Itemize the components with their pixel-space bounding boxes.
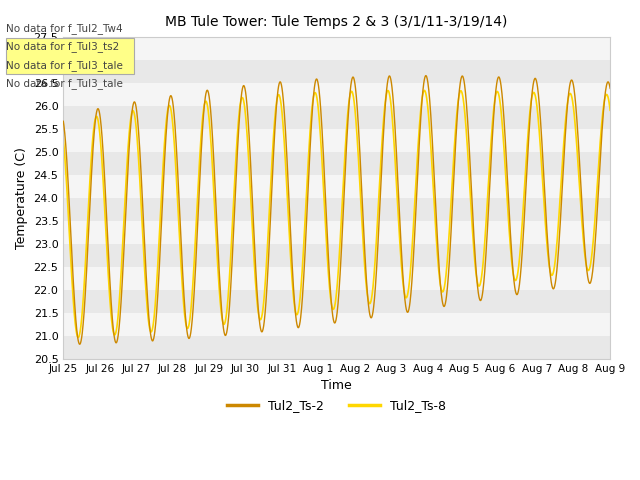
Bar — [63, 198, 610, 221]
Text: No data for f_Tul3_Tw4: No data for f_Tul3_Tw4 — [6, 41, 123, 52]
Text: No data for f_Tul3_ts2: No data for f_Tul3_ts2 — [6, 41, 120, 52]
Text: No data for f_Tul3_tale: No data for f_Tul3_tale — [6, 78, 124, 89]
Bar — [63, 313, 610, 336]
X-axis label: Time: Time — [321, 379, 352, 392]
Bar — [63, 267, 610, 290]
Bar — [63, 175, 610, 198]
Bar — [63, 37, 610, 60]
Title: MB Tule Tower: Tule Temps 2 & 3 (3/1/11-3/19/14): MB Tule Tower: Tule Temps 2 & 3 (3/1/11-… — [165, 15, 508, 29]
Y-axis label: Temperature (C): Temperature (C) — [15, 147, 28, 249]
Bar — [63, 290, 610, 313]
Text: No data for f_Tul3_tale: No data for f_Tul3_tale — [6, 60, 124, 71]
Text: No data for f_Tul2_Tw4: No data for f_Tul2_Tw4 — [6, 23, 123, 34]
Bar — [63, 244, 610, 267]
Text: No data for f_Tul3_ts2: No data for f_Tul3_ts2 — [6, 60, 120, 71]
Legend: Tul2_Ts-2, Tul2_Ts-8: Tul2_Ts-2, Tul2_Ts-8 — [222, 394, 451, 417]
Bar — [63, 83, 610, 106]
Bar — [63, 129, 610, 152]
Bar — [63, 106, 610, 129]
Bar — [63, 60, 610, 83]
Bar — [63, 221, 610, 244]
Bar — [63, 336, 610, 359]
Bar — [63, 152, 610, 175]
